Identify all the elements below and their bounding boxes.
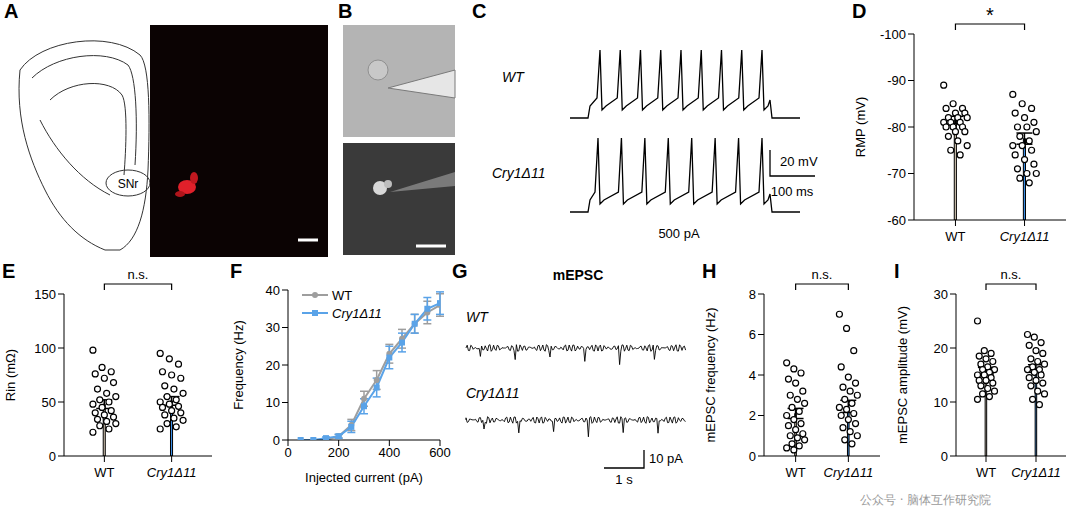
svg-text:30: 30	[266, 320, 280, 335]
svg-text:10: 10	[934, 395, 948, 410]
svg-text:mEPSC: mEPSC	[553, 267, 604, 283]
svg-text:WT: WT	[976, 465, 996, 480]
svg-text:100: 100	[34, 341, 56, 356]
svg-text:WT: WT	[94, 465, 114, 480]
svg-text:n.s.: n.s.	[1001, 267, 1022, 282]
svg-text:n.s.: n.s.	[128, 267, 149, 282]
html-text:G: G	[452, 260, 468, 282]
svg-text:1 s: 1 s	[615, 472, 633, 487]
svg-text:10: 10	[266, 395, 280, 410]
html-text:WT: WT	[332, 287, 353, 303]
svg-text:Cry1Δ11: Cry1Δ11	[466, 385, 519, 401]
svg-text:WT: WT	[786, 465, 806, 480]
svg-text:n.s.: n.s.	[812, 267, 833, 282]
svg-text:0: 0	[49, 449, 56, 464]
svg-text:Cry1Δ11: Cry1Δ11	[492, 165, 545, 181]
html-text:C: C	[472, 0, 487, 22]
svg-text:Cry1Δ11: Cry1Δ11	[1011, 465, 1061, 480]
html-text:B: B	[338, 0, 353, 22]
svg-text:Cry1Δ11: Cry1Δ11	[824, 465, 874, 480]
svg-text:0: 0	[273, 433, 280, 448]
svg-text:-90: -90	[887, 73, 906, 88]
svg-text:600: 600	[429, 445, 451, 460]
svg-text:20: 20	[934, 341, 948, 356]
svg-text:Cry1Δ11: Cry1Δ11	[1000, 229, 1050, 244]
svg-text:WT: WT	[466, 309, 489, 325]
svg-text:*: *	[986, 4, 994, 26]
svg-text:400: 400	[378, 445, 400, 460]
svg-text:50: 50	[42, 395, 56, 410]
svg-text:4: 4	[749, 368, 756, 383]
svg-text:0: 0	[284, 445, 291, 460]
svg-text:40: 40	[266, 283, 280, 298]
html-text:I: I	[894, 260, 900, 282]
html-text:公众号 · 脑体互作研究院: 公众号 · 脑体互作研究院	[860, 493, 992, 507]
svg-text:mEPSC amplitude (mV): mEPSC amplitude (mV)	[895, 306, 910, 444]
svg-text:0: 0	[941, 449, 948, 464]
svg-text:RMP (mV): RMP (mV)	[853, 97, 868, 157]
svg-text:-60: -60	[887, 213, 906, 228]
svg-text:Cry1Δ11: Cry1Δ11	[147, 465, 197, 480]
svg-text:30: 30	[934, 287, 948, 302]
svg-text:WT: WT	[945, 229, 965, 244]
svg-text:SNr: SNr	[118, 177, 139, 191]
svg-text:Rin (mΩ): Rin (mΩ)	[3, 349, 18, 401]
html-text:D: D	[852, 0, 867, 22]
svg-text:20 mV: 20 mV	[780, 154, 818, 169]
svg-text:-80: -80	[887, 120, 906, 135]
html-text:Cry1Δ11: Cry1Δ11	[332, 305, 382, 321]
svg-text:200: 200	[328, 445, 350, 460]
svg-text:-70: -70	[887, 166, 906, 181]
svg-text:2: 2	[749, 408, 756, 423]
svg-text:100 ms: 100 ms	[771, 184, 814, 199]
svg-text:6: 6	[749, 327, 756, 342]
svg-text:-100: -100	[880, 27, 906, 42]
svg-text:0: 0	[749, 449, 756, 464]
svg-text:500 pA: 500 pA	[658, 226, 700, 241]
svg-text:WT: WT	[502, 69, 525, 85]
svg-text:Injected current (pA): Injected current (pA)	[305, 470, 423, 485]
html-text:H: H	[702, 260, 717, 282]
svg-text:Frequency (Hz): Frequency (Hz)	[231, 320, 246, 410]
svg-text:150: 150	[34, 287, 56, 302]
svg-text:10 pA: 10 pA	[649, 451, 683, 466]
svg-text:mEPSC frequency (Hz): mEPSC frequency (Hz)	[703, 307, 718, 442]
html-text:A: A	[4, 0, 19, 22]
html-text:F: F	[230, 260, 243, 282]
html-text:E: E	[2, 260, 16, 282]
svg-text:20: 20	[266, 358, 280, 373]
svg-text:8: 8	[749, 287, 756, 302]
